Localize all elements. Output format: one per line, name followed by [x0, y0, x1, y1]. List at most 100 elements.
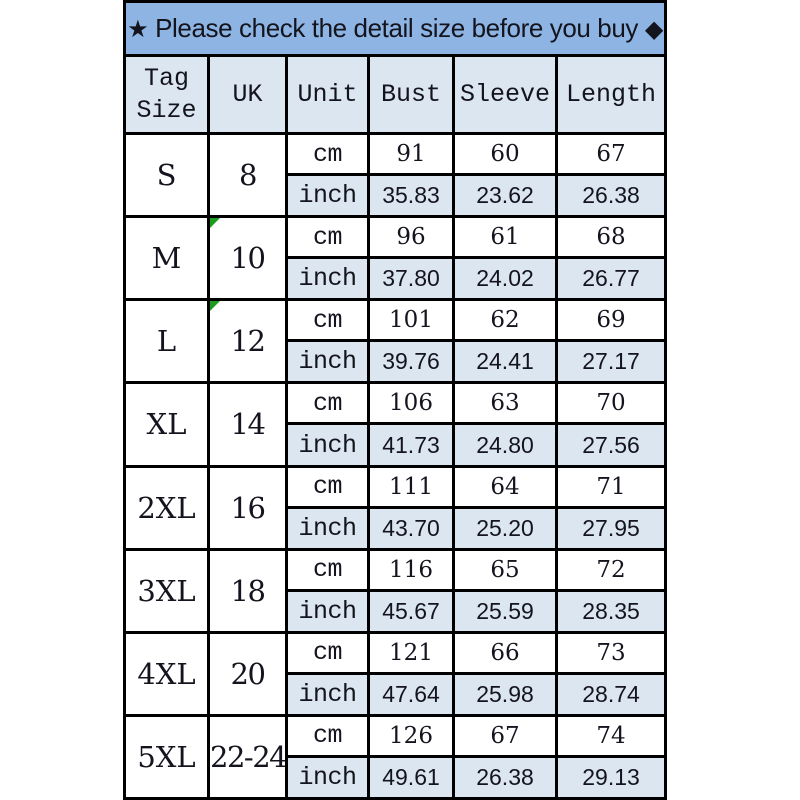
size-row-cm: 3XL 18 cm 116 65 72	[123, 547, 668, 634]
col-header-sleeve: Sleeve	[452, 54, 558, 136]
bust-inch-value: 37.80	[367, 256, 455, 302]
uk-size-value: 22-24	[210, 739, 287, 774]
col-header-uk: UK	[207, 54, 288, 136]
bust-inch-value: 39.76	[367, 339, 455, 385]
unit-cm-cell: cm	[285, 547, 370, 592]
excel-corner-flag-icon	[211, 302, 220, 312]
unit-cm-cell: cm	[285, 215, 370, 260]
column-header-row: Tag Size UK Unit Bust Sleeve Length	[123, 54, 668, 136]
sleeve-cm-value: 61	[452, 215, 558, 260]
unit-cm-cell: cm	[285, 132, 370, 177]
uk-size-cell: 16	[207, 464, 288, 551]
sleeve-inch-value: 24.41	[452, 339, 558, 385]
sleeve-cm-value: 67	[452, 713, 558, 758]
sleeve-inch-value: 25.20	[452, 505, 558, 551]
length-inch-value: 29.13	[554, 754, 668, 800]
size-row-inch: inch 35.83 23.62 26.38	[125, 173, 668, 219]
diamond-icon: ◆	[644, 16, 663, 44]
sleeve-cm-value: 62	[452, 298, 558, 343]
uk-size-cell: 8	[207, 132, 288, 219]
bust-cm-value: 101	[367, 298, 455, 343]
sleeve-inch-value: 25.98	[452, 671, 558, 717]
uk-size-value: 14	[230, 407, 266, 442]
bust-inch-value: 45.67	[367, 588, 455, 634]
sleeve-cm-value: 63	[452, 381, 558, 426]
unit-cm-cell: cm	[285, 630, 370, 675]
bust-cm-value: 96	[367, 215, 455, 260]
unit-inch-cell: inch	[285, 173, 370, 219]
size-row-inch: inch 49.61 26.38 29.13	[125, 754, 668, 800]
length-inch-value: 27.56	[554, 422, 668, 468]
length-inch-value: 26.38	[554, 173, 668, 219]
tag-size-cell: M	[123, 215, 210, 302]
unit-cm-cell: cm	[285, 713, 370, 758]
size-row-inch: inch 47.64 25.98 28.74	[125, 671, 668, 717]
unit-cm-cell: cm	[285, 381, 370, 426]
length-inch-value: 28.35	[554, 588, 668, 634]
bust-cm-value: 91	[367, 132, 455, 177]
sleeve-inch-value: 26.38	[452, 754, 558, 800]
bust-inch-value: 47.64	[367, 671, 455, 717]
length-inch-value: 28.74	[554, 671, 668, 717]
size-row-inch: inch 37.80 24.02 26.77	[125, 256, 668, 302]
length-inch-value: 27.17	[554, 339, 668, 385]
tag-size-cell: 3XL	[123, 547, 210, 634]
sleeve-cm-value: 60	[452, 132, 558, 177]
size-row-cm: 2XL 16 cm 111 64 71	[123, 464, 668, 551]
length-inch-value: 26.77	[554, 256, 668, 302]
bust-cm-value: 106	[367, 381, 455, 426]
size-chart-table: ★ Please check the detail size before yo…	[122, 0, 668, 800]
uk-size-value: 8	[239, 158, 257, 193]
tag-size-cell: 5XL	[123, 713, 210, 800]
bust-inch-value: 49.61	[367, 754, 455, 800]
length-cm-value: 71	[554, 464, 668, 509]
uk-size-cell: 10	[207, 215, 288, 302]
unit-inch-cell: inch	[285, 339, 370, 385]
sleeve-cm-value: 64	[452, 464, 558, 509]
tag-size-cell: 2XL	[123, 464, 210, 551]
tag-size-cell: S	[123, 132, 210, 219]
unit-inch-cell: inch	[285, 505, 370, 551]
sleeve-inch-value: 24.80	[452, 422, 558, 468]
uk-size-cell: 20	[207, 630, 288, 717]
length-cm-value: 74	[554, 713, 668, 758]
bust-cm-value: 126	[367, 713, 455, 758]
unit-inch-cell: inch	[285, 256, 370, 302]
notice-banner: ★ Please check the detail size before yo…	[122, 0, 668, 58]
length-cm-value: 73	[554, 630, 668, 675]
length-cm-value: 69	[554, 298, 668, 343]
sleeve-inch-value: 25.59	[452, 588, 558, 634]
notice-text: Please check the detail size before you …	[155, 13, 638, 44]
sleeve-inch-value: 24.02	[452, 256, 558, 302]
tag-size-cell: 4XL	[123, 630, 210, 717]
size-row-inch: inch 41.73 24.80 27.56	[125, 422, 668, 468]
bust-inch-value: 43.70	[367, 505, 455, 551]
unit-inch-cell: inch	[285, 754, 370, 800]
bust-inch-value: 35.83	[367, 173, 455, 219]
size-row-cm: L 12 cm 101 62 69	[123, 298, 668, 385]
length-cm-value: 68	[554, 215, 668, 260]
size-row-cm: 4XL 20 cm 121 66 73	[123, 630, 668, 717]
size-row-cm: M 10 cm 96 61 68	[123, 215, 668, 302]
uk-size-cell: 18	[207, 547, 288, 634]
sleeve-cm-value: 65	[452, 547, 558, 592]
col-header-tag-size: Tag Size	[123, 54, 210, 136]
length-cm-value: 72	[554, 547, 668, 592]
length-cm-value: 67	[554, 132, 668, 177]
uk-size-cell: 22-24	[207, 713, 288, 800]
notice-text-cell: ★ Please check the detail size before yo…	[122, 0, 668, 58]
size-row-inch: inch 39.76 24.41 27.17	[125, 339, 668, 385]
size-row-inch: inch 43.70 25.20 27.95	[125, 505, 668, 551]
bust-cm-value: 111	[367, 464, 455, 509]
col-header-unit: Unit	[285, 54, 370, 136]
uk-size-value: 18	[230, 573, 266, 608]
size-row-cm: 5XL 22-24 cm 126 67 74	[123, 713, 668, 800]
unit-cm-cell: cm	[285, 298, 370, 343]
excel-corner-flag-icon	[211, 219, 220, 229]
uk-size-value: 16	[230, 490, 266, 525]
bust-inch-value: 41.73	[367, 422, 455, 468]
unit-cm-cell: cm	[285, 464, 370, 509]
uk-size-value: 12	[230, 324, 266, 359]
unit-inch-cell: inch	[285, 422, 370, 468]
